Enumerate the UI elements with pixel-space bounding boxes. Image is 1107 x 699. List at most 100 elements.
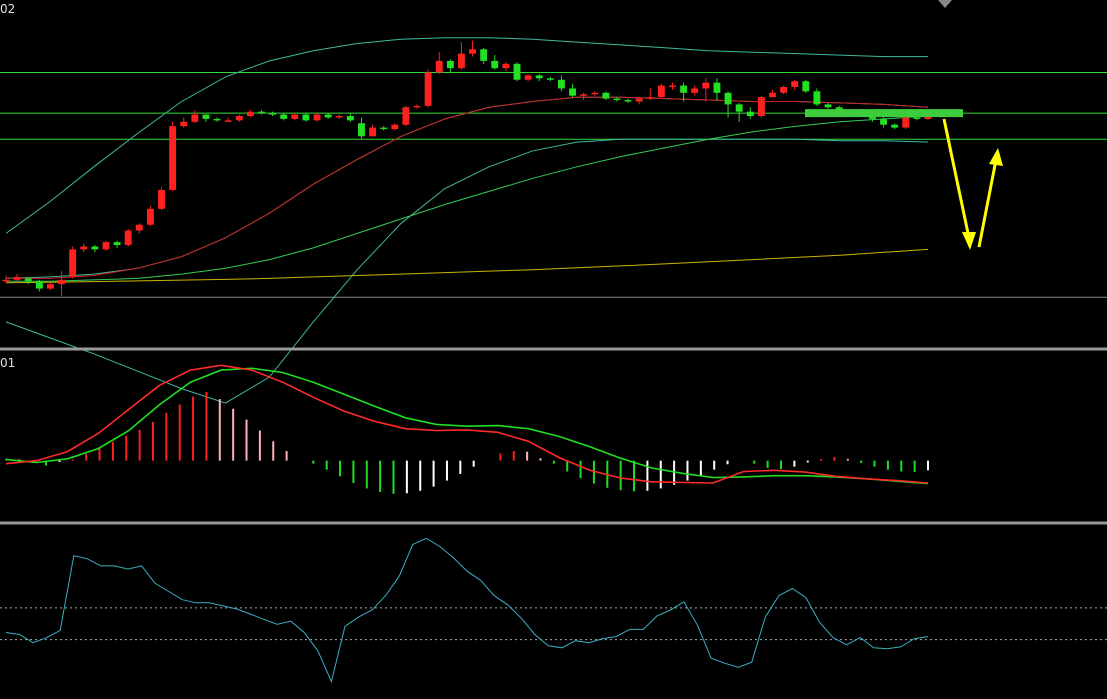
- candle-body: [391, 124, 399, 130]
- macd-panel: [5, 364, 929, 494]
- candle-body: [869, 116, 876, 119]
- candle-body: [757, 97, 765, 116]
- candle-body: [369, 127, 377, 137]
- candle-body: [646, 97, 654, 99]
- candle-body: [724, 92, 732, 105]
- candle-body: [13, 276, 21, 280]
- candle-body: [224, 120, 232, 122]
- candle-body: [346, 116, 354, 121]
- price-panel-label: 02: [0, 2, 16, 16]
- candle-body: [546, 78, 554, 80]
- candle-body: [335, 116, 343, 118]
- bollinger-lower-line: [5, 138, 929, 404]
- candle-body: [158, 189, 165, 209]
- candle-body: [535, 75, 543, 79]
- candle-body: [458, 53, 465, 69]
- candle-body: [469, 49, 476, 54]
- candle-body: [769, 92, 776, 98]
- forecast-up-arrow: [977, 159, 998, 248]
- candle-body: [569, 88, 576, 96]
- candle-body: [791, 81, 799, 87]
- candle-body: [135, 224, 143, 231]
- candle-body: [402, 107, 410, 125]
- oscillator-line: [5, 537, 929, 684]
- candle-body: [313, 114, 321, 121]
- candle-body: [602, 92, 610, 99]
- candle-body: [146, 208, 154, 225]
- forecast-down-arrowhead: [962, 232, 976, 250]
- candle-body: [891, 124, 899, 128]
- candle-body: [702, 82, 710, 89]
- candle-body: [2, 279, 10, 282]
- candle-body: [902, 117, 910, 128]
- candle-body: [246, 111, 254, 116]
- candle-body: [435, 60, 443, 73]
- candle-body: [613, 98, 621, 101]
- bollinger-mid-line: [5, 96, 929, 279]
- candle-body: [413, 105, 421, 108]
- candle-body: [58, 279, 65, 285]
- oscillator-panel: [0, 537, 1107, 684]
- candle-body: [746, 111, 754, 116]
- candle-body: [113, 242, 121, 246]
- candle-body: [235, 116, 243, 121]
- macd-diff-line: [5, 364, 929, 484]
- candle-body: [258, 111, 265, 114]
- candle-body: [813, 91, 821, 105]
- candle-body: [913, 117, 921, 119]
- candle-body: [680, 85, 688, 93]
- scroll-marker-icon: [938, 0, 952, 8]
- macd-dea-line: [5, 367, 929, 485]
- candle-body: [102, 242, 110, 250]
- candle-body: [657, 85, 665, 98]
- panel-dividers: [0, 0, 1107, 525]
- candle-body: [380, 127, 388, 130]
- candle-body: [424, 72, 432, 106]
- candle-body: [635, 98, 643, 102]
- candle-body: [446, 60, 454, 69]
- candle-body: [69, 249, 77, 277]
- candle-body: [691, 88, 699, 93]
- candle-body: [735, 104, 743, 112]
- candle-body: [580, 94, 588, 96]
- candle-body: [480, 49, 488, 61]
- candle-body: [624, 100, 632, 102]
- candle-body: [91, 246, 99, 250]
- candle-body: [80, 246, 88, 250]
- forecast-down-arrow: [942, 118, 971, 239]
- candle-body: [124, 230, 132, 246]
- price-panel: [0, 37, 1107, 404]
- candle-body: [502, 63, 510, 69]
- moving-average-mid-line: [6, 115, 929, 282]
- candle-body: [269, 113, 277, 115]
- candle-body: [802, 81, 810, 92]
- candle-body: [280, 114, 288, 119]
- candle-body: [358, 123, 365, 137]
- candle-body: [169, 126, 177, 190]
- moving-average-fast-line: [6, 96, 929, 279]
- candle-body: [880, 118, 888, 125]
- candle-body: [780, 87, 788, 93]
- candle-body: [24, 278, 32, 282]
- macd-panel-label: 01: [0, 356, 16, 370]
- moving-average-slow-line: [5, 248, 929, 284]
- candle-body: [713, 82, 721, 93]
- candle-body: [824, 104, 832, 108]
- candle-body: [591, 92, 599, 95]
- candle-body: [324, 114, 332, 118]
- candle-body: [191, 114, 199, 122]
- candle-body: [35, 281, 43, 289]
- candle-body: [669, 85, 676, 88]
- candle-body: [291, 114, 299, 119]
- candle-body: [924, 116, 932, 119]
- candle-body: [513, 63, 521, 80]
- candle-body: [302, 114, 310, 121]
- candle-body: [557, 79, 565, 89]
- candle-body: [180, 121, 188, 127]
- forecast-annotations: [805, 109, 1003, 250]
- candle-body: [213, 118, 221, 121]
- candle-body: [491, 60, 499, 69]
- resistance-highlight-bar: [805, 109, 963, 118]
- bollinger-upper-line: [5, 37, 928, 234]
